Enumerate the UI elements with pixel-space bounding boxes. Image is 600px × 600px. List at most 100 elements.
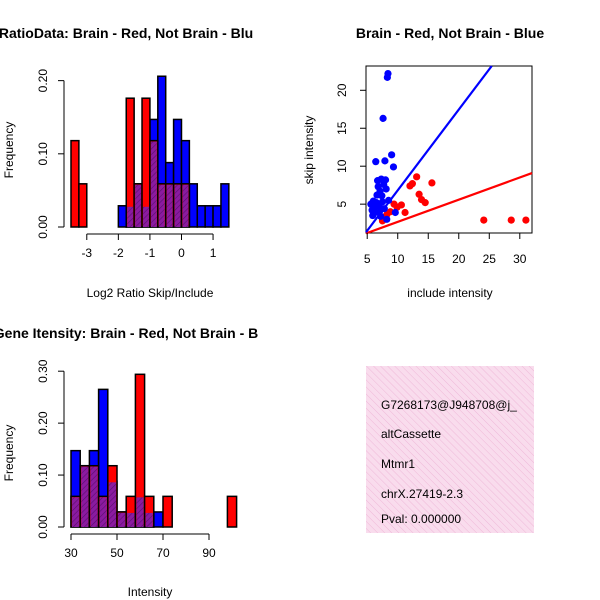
scatter-point-notbrain bbox=[388, 151, 396, 159]
intensity-histogram-x-tick-label: 90 bbox=[202, 546, 216, 560]
intensity-histogram-y-tick-label: 0.30 bbox=[36, 359, 50, 383]
intensity-histogram-overlap-bar bbox=[81, 466, 89, 527]
event-info-background bbox=[366, 366, 534, 533]
scatter-point-notbrain bbox=[379, 114, 387, 122]
scatter-fit-lines bbox=[365, 65, 533, 235]
scatter-plot-box bbox=[365, 65, 533, 234]
scatter-fit-line-brain bbox=[365, 171, 533, 235]
scatter-x-axis: 5 10 15 20 25 30 bbox=[364, 233, 527, 266]
scatter-point-brain bbox=[522, 216, 530, 224]
scatter-point-brain bbox=[397, 201, 405, 209]
ratio-histogram-title: RatioData: Brain - Red, Not Brain - Blu bbox=[0, 25, 253, 41]
ratio-histogram-overlap-bar bbox=[158, 184, 165, 227]
intensity-histogram-x-tick-label: 50 bbox=[110, 546, 124, 560]
scatter-x-tick-label: 5 bbox=[364, 252, 371, 266]
intensity-histogram-brain-bar bbox=[162, 495, 173, 528]
ratio-histogram-y-tick-label: 0.20 bbox=[36, 69, 50, 93]
scatter-point-brain bbox=[480, 216, 488, 224]
ratio-histogram-y-axis: 0.00 0.10 0.20 bbox=[36, 69, 65, 239]
event-info-panel: G7268173@J948708@j_ altCassette Mtmr1 ch… bbox=[366, 366, 534, 533]
scatter-point-notbrain bbox=[381, 176, 390, 184]
scatter-point-brain bbox=[421, 199, 429, 207]
scatter-ylabel: skip intensity bbox=[302, 116, 316, 185]
event-type: altCassette bbox=[381, 427, 441, 441]
ratio-histogram-ylabel: Frequency bbox=[2, 122, 16, 179]
ratio-histogram-overlap-bar bbox=[135, 184, 142, 227]
scatter-point-brain bbox=[408, 180, 416, 188]
scatter-point-notbrain bbox=[378, 198, 387, 206]
intensity-histogram-overlap-bar bbox=[145, 512, 153, 527]
intensity-histogram-ylabel: Frequency bbox=[2, 425, 16, 482]
scatter-x-tick-label: 30 bbox=[513, 252, 527, 266]
gene-name: Mtmr1 bbox=[381, 457, 415, 471]
ratio-histogram-panel: RatioData: Brain - Red, Not Brain - Blu … bbox=[0, 25, 253, 300]
ratio-histogram-brain-bar bbox=[70, 139, 80, 228]
ratio-histogram-x-tick-label: -3 bbox=[81, 246, 92, 260]
ratio-histogram-x-tick-label: -1 bbox=[145, 246, 156, 260]
scatter-point-notbrain bbox=[384, 69, 392, 78]
scatter-point-notbrain bbox=[383, 215, 391, 223]
intensity-histogram-y-tick-label: 0.00 bbox=[36, 515, 50, 539]
intensity-histogram-overlap-bar bbox=[72, 497, 80, 527]
intensity-histogram-x-tick-label: 70 bbox=[156, 546, 170, 560]
ratio-histogram-notbrain-bar bbox=[188, 183, 199, 228]
scatter-point-notbrain bbox=[382, 185, 390, 193]
intensity-scatter-panel: Brain - Red, Not Brain - Blue 5 10 15 20 25 3… bbox=[302, 25, 544, 300]
intensity-histogram-notbrain-bar bbox=[153, 511, 164, 528]
ratio-histogram-notbrain-bar bbox=[220, 183, 230, 228]
ratio-histogram-notbrain-bar bbox=[204, 205, 214, 228]
scatter-y-tick-label: 10 bbox=[335, 159, 349, 173]
scatter-point-brain bbox=[401, 208, 409, 217]
ratio-histogram-notbrain-bar bbox=[196, 205, 206, 228]
intensity-histogram-overlap-bar bbox=[99, 497, 107, 527]
scatter-y-axis: 5 10 15 20 bbox=[335, 83, 366, 207]
intensity-histogram-overlap-bar bbox=[108, 482, 116, 527]
scatter-x-tick-label: 20 bbox=[452, 252, 466, 266]
event-id: G7268173@J948708@j_ bbox=[381, 398, 517, 412]
ratio-histogram-y-tick-label: 0.10 bbox=[36, 142, 50, 166]
ratio-histogram-overlap-bar bbox=[166, 184, 173, 227]
scatter-x-tick-label: 10 bbox=[391, 252, 405, 266]
intensity-histogram-y-axis: 0.00 0.10 0.20 0.30 bbox=[36, 359, 65, 539]
intensity-histogram-overlap-bar bbox=[136, 497, 144, 527]
ratio-histogram-overlap-bar bbox=[143, 206, 149, 227]
ratio-histogram-brain-bar bbox=[78, 183, 88, 228]
scatter-point-notbrain bbox=[372, 158, 380, 166]
intensity-histogram-x-axis: 30 50 70 90 bbox=[64, 533, 216, 560]
intensity-histogram-x-tick-label: 30 bbox=[64, 546, 78, 560]
scatter-fit-line-notbrain bbox=[365, 65, 493, 233]
scatter-xlabel: include intensity bbox=[407, 286, 492, 300]
scatter-y-tick-label: 20 bbox=[335, 83, 349, 97]
intensity-histogram-panel: Gene Itensity: Brain - Red, Not Brain - … bbox=[0, 325, 258, 599]
ratio-histogram-notbrain-bar bbox=[212, 205, 222, 228]
scatter-point-brain bbox=[507, 216, 515, 224]
scatter-point-brain bbox=[413, 173, 421, 181]
scatter-title: Brain - Red, Not Brain - Blue bbox=[356, 25, 544, 41]
intensity-histogram-overlap-bar bbox=[90, 466, 98, 527]
intensity-histogram-xlabel: Intensity bbox=[128, 585, 173, 599]
ratio-histogram-x-axis: -3 -2 -1 0 1 bbox=[81, 233, 217, 260]
intensity-histogram-brain-bar bbox=[226, 495, 238, 528]
intensity-histogram-overlap-bar bbox=[118, 512, 126, 527]
scatter-y-tick-label: 5 bbox=[335, 200, 349, 207]
intensity-histogram-overlap-bar bbox=[127, 512, 135, 527]
scatter-y-tick-label: 15 bbox=[335, 121, 349, 135]
intensity-histogram-y-tick-label: 0.20 bbox=[36, 411, 50, 435]
ratio-histogram-overlap-bar bbox=[174, 184, 181, 227]
scatter-point-notbrain bbox=[389, 163, 398, 171]
ratio-histogram-x-tick-label: 0 bbox=[178, 246, 185, 260]
scatter-points bbox=[367, 69, 530, 225]
intensity-histogram-overlap-bars bbox=[72, 466, 153, 527]
ratio-histogram-overlap-bar bbox=[150, 141, 157, 227]
ratio-histogram-x-tick-label: -2 bbox=[113, 246, 124, 260]
scatter-point-brain bbox=[428, 179, 436, 187]
scatter-point-notbrain bbox=[381, 157, 389, 165]
ratio-histogram-notbrain-bar bbox=[117, 205, 127, 228]
ratio-histogram-overlap-bars bbox=[127, 141, 189, 227]
intensity-histogram-y-tick-label: 0.10 bbox=[36, 463, 50, 487]
ratio-histogram-y-tick-label: 0.00 bbox=[36, 215, 50, 239]
scatter-point-notbrain bbox=[378, 192, 386, 200]
ratio-histogram-overlap-bar bbox=[127, 206, 134, 227]
pval-text: Pval: 0.000000 bbox=[381, 512, 461, 526]
